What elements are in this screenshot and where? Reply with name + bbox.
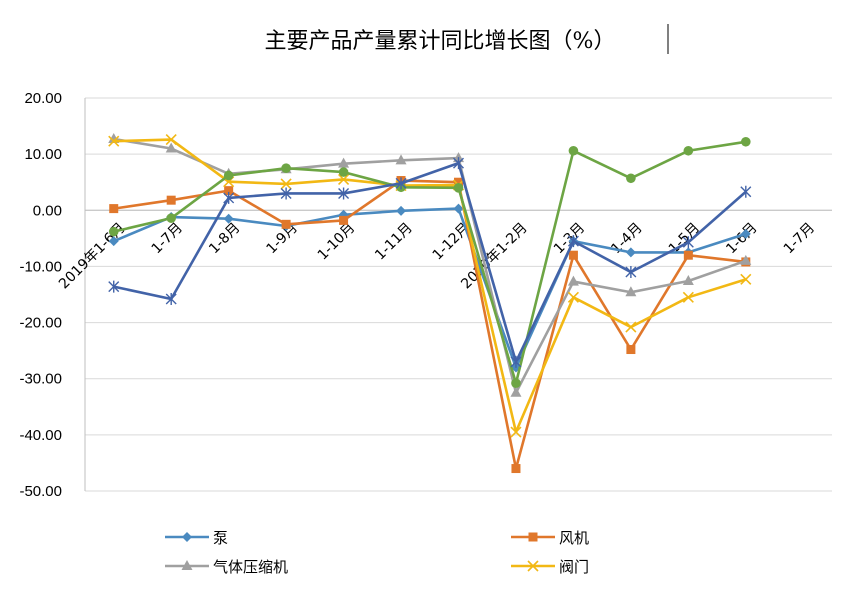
square-marker [224,186,234,196]
x-marker [165,133,177,146]
circle-marker [511,378,521,389]
x-marker [682,291,694,303]
x-marker [625,321,637,333]
triangle-marker [181,560,193,570]
star-marker [165,292,177,305]
series-5 [108,136,751,389]
diamond-marker [625,247,636,258]
triangle-marker [740,254,752,265]
circle-marker [453,183,464,193]
triangle-marker [625,286,637,297]
x-marker [567,291,579,303]
x-marker [510,426,522,438]
series-line [113,179,746,470]
diamond-marker [182,532,192,542]
diamond-marker [223,213,234,224]
circle-marker [108,226,119,237]
square-marker [528,532,538,542]
y-tick-label: -30.00 [19,371,62,388]
triangle-marker [682,275,694,286]
square-marker [511,464,521,474]
series-line [113,161,747,364]
legend-label: 气体压缩机 [213,558,288,576]
series-line [113,207,747,369]
square-marker [281,219,291,229]
circle-marker [281,163,291,173]
star-marker [453,157,464,170]
star-marker [280,187,292,200]
diamond-marker [453,203,464,214]
square-marker [626,345,636,355]
y-axis-ticks: 20.00 10.00 0.00 -10.00 -20.00 -30.00 -40.00 -5… [19,90,62,500]
series-6 [108,157,752,368]
star-marker [567,235,579,248]
triangle-marker [338,157,350,168]
series-line [113,137,747,395]
square-marker [683,250,693,260]
series-2 [109,176,751,474]
triangle-marker [567,275,579,286]
x-marker [280,178,292,190]
legend-item: 风机 [511,529,589,547]
y-tick-label: 20.00 [24,90,62,107]
star-marker [395,177,407,190]
series-line [113,138,747,434]
series-line [113,140,747,385]
star-marker [108,280,120,293]
star-marker [510,355,522,368]
legend-label: 阀门 [559,558,589,576]
circle-marker [568,145,579,156]
y-tick-label: -10.00 [19,258,62,275]
y-tick-label: -20.00 [19,315,62,332]
square-marker [454,177,463,187]
square-marker [166,195,176,205]
circle-marker [338,167,349,177]
circle-marker [741,136,751,147]
x-marker [740,273,752,285]
triangle-marker [165,142,177,153]
legend-item: 阀门 [511,558,589,576]
x-tick-label: 1-10月 [315,220,359,264]
series-4 [108,133,752,438]
x-tick-label: 1-11月 [372,220,416,264]
diamond-marker [396,205,407,216]
star-marker [223,191,235,204]
triangle-marker [510,386,522,397]
circle-marker [166,213,176,223]
legend-label: 风机 [559,529,589,547]
y-tick-label: -40.00 [19,427,62,444]
chart-title: 主要产品产量累计同比增长图（%） [265,29,616,54]
star-marker [682,236,694,249]
diamond-marker [740,228,751,239]
y-tick-label: 10.00 [24,146,62,163]
y-tick-label: 0.00 [33,202,62,219]
circle-marker [223,170,234,181]
square-marker [109,204,119,214]
x-marker [527,560,539,572]
x-tick-label: 1-7月 [781,220,818,257]
circle-marker [683,145,694,156]
star-marker [338,187,350,200]
legend-item: 泵 [165,529,228,547]
diamond-marker [108,236,119,247]
square-marker [339,215,349,225]
star-marker [625,266,637,279]
y-tick-label: -50.00 [19,483,62,500]
legend-item: 气体压缩机 [165,558,288,576]
square-marker [568,250,578,260]
legend-label: 泵 [213,529,228,547]
series [108,132,752,474]
x-marker [338,173,350,185]
x-marker [108,135,120,147]
triangle-marker [395,154,407,165]
circle-marker [626,173,636,184]
star-marker [740,185,752,198]
